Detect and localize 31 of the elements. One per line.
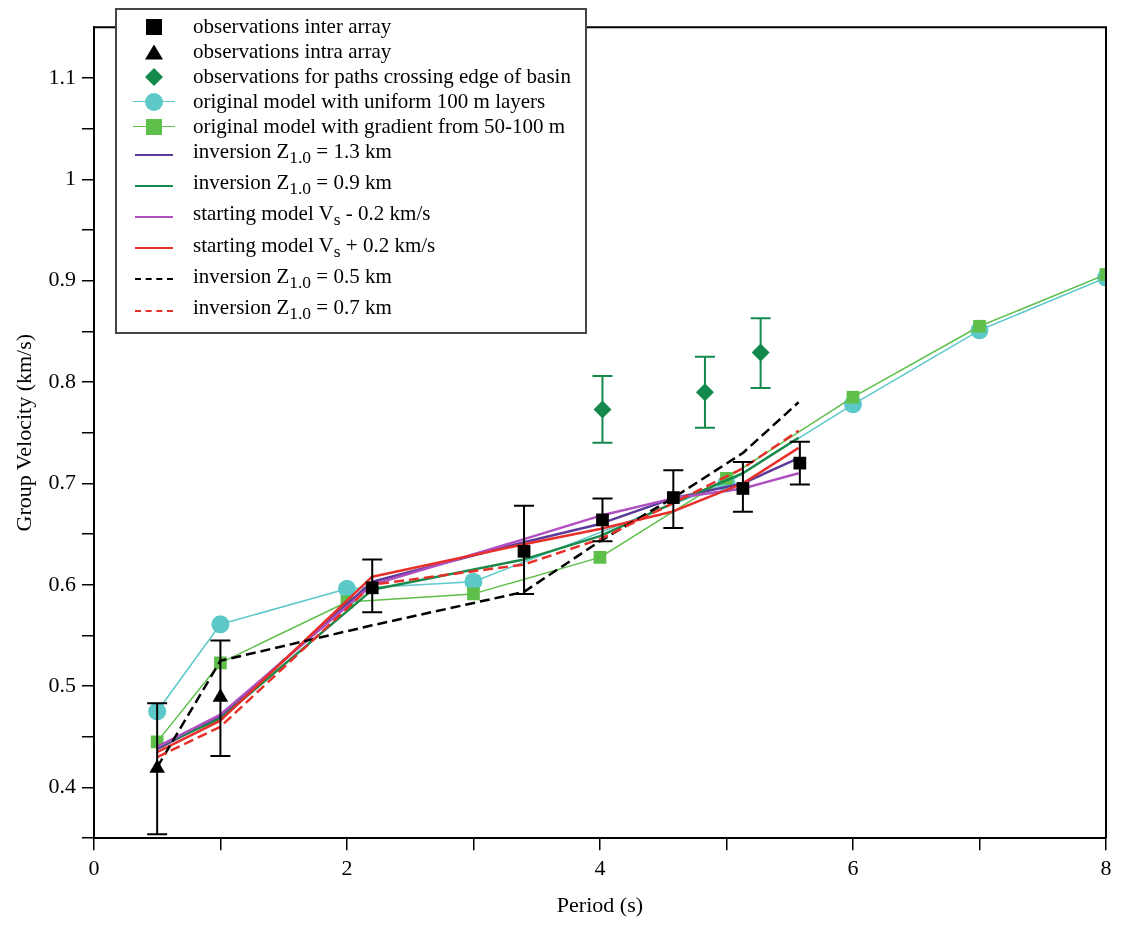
legend-label: original model with uniform 100 m layers [193, 89, 546, 114]
y-tick-label: 0.9 [48, 266, 76, 292]
x-tick-label: 2 [341, 855, 353, 881]
x-tick-label: 4 [594, 855, 606, 881]
legend-label: observations inter array [193, 14, 392, 39]
point [593, 551, 607, 564]
y-tick-label: 0.6 [48, 570, 76, 596]
y-tick-label: 0.8 [48, 367, 76, 393]
y-axis-title: Group Velocity (km/s) [10, 333, 36, 532]
y-tick-label: 1 [64, 165, 76, 191]
point [211, 615, 230, 634]
legend-label: inversion Z$_{1.0}$ = 1.3 km [193, 139, 392, 170]
x-tick-label: 6 [847, 855, 859, 881]
legend-label: observations for paths crossing edge of basin [193, 64, 571, 89]
legend-label: starting model V$_{s}$ + 0.2 km/s [193, 232, 436, 263]
legend-label: inversion Z$_{1.0}$ = 0.9 km [193, 170, 392, 201]
legend-label: inversion Z$_{1.0}$ = 0.5 km [193, 263, 392, 294]
legend-label: starting model V$_{s}$ - 0.2 km/s [193, 201, 431, 232]
y-tick-label: 1.1 [48, 63, 76, 89]
point [467, 587, 480, 601]
x-tick-label: 8 [1100, 855, 1112, 881]
y-tick-label: 0.7 [48, 469, 76, 495]
y-tick-label: 0.4 [48, 773, 76, 799]
point [846, 390, 860, 404]
point [337, 579, 356, 598]
legend-label: observations intra array [193, 39, 392, 64]
legend-label: original model with gradient from 50-100 m [193, 114, 566, 139]
x-axis-title: Period (s) [556, 891, 644, 917]
legend-label: inversion Z$_{1.0}$ = 0.7 km [193, 294, 392, 326]
y-tick-label: 0.5 [48, 671, 76, 697]
x-tick-label: 0 [88, 855, 100, 881]
